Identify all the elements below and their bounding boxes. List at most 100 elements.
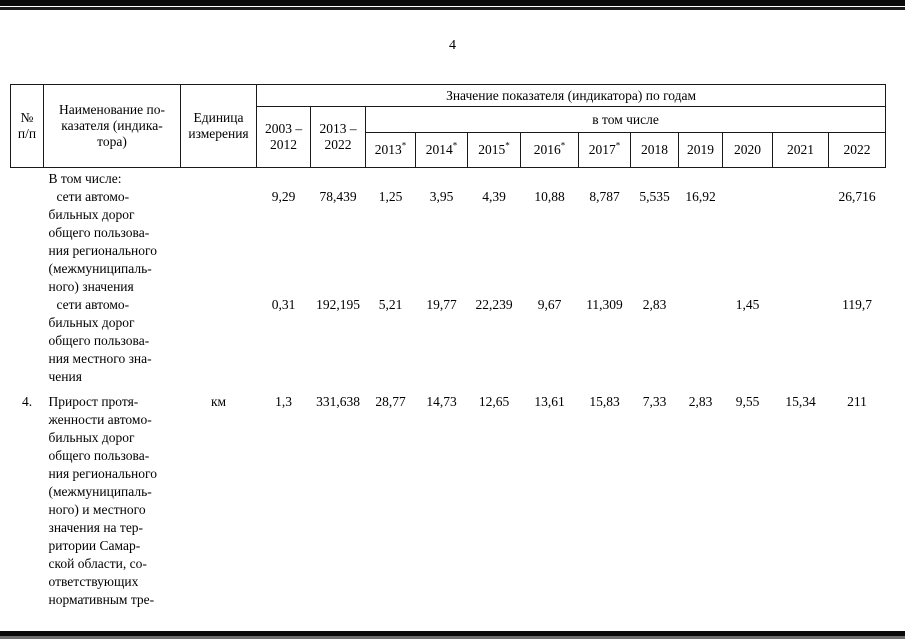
value-cell	[631, 168, 679, 189]
value-cell: 15,83	[589, 394, 620, 409]
row-number-cell: 4.	[21, 394, 33, 409]
year-label: 2016	[533, 142, 561, 157]
unit-cell: км	[210, 394, 227, 409]
table-row: 4. Прирост протя-женности автомо-бильных …	[11, 386, 886, 609]
header-cell-values-title: Значение показателя (индикатора) по года…	[255, 84, 887, 107]
value-cell	[723, 188, 773, 296]
footnote-asterisk: *	[560, 140, 566, 151]
header-name-line: тора)	[97, 134, 127, 149]
year-label: 2014	[425, 142, 453, 157]
indicator-name-line: общего пользова-	[48, 225, 150, 240]
table-body: В том числе: сети автомо-бильных дорог общ…	[11, 168, 886, 610]
header-cell-year: 2016*	[520, 132, 579, 168]
indicator-name-line: значения на тер-	[48, 520, 144, 535]
value-cell: 11,309	[586, 297, 623, 312]
indicator-name-line: бильных дорог	[48, 207, 135, 222]
value-cell: 26,716	[838, 189, 876, 204]
value-cell: 12,65	[478, 394, 510, 409]
value-cell: 78,439	[319, 189, 357, 204]
indicator-name-cell: сети автомо-бильных дорог общего пользова…	[44, 296, 181, 386]
value-cell: 1,45	[735, 297, 760, 312]
value-cell: 2,83	[688, 394, 713, 409]
header-cell-year: 2020	[722, 132, 773, 168]
indicator-table: № п/п Наименование по- казателя (индика-…	[10, 84, 887, 610]
year-label: 2020	[734, 142, 761, 157]
header-cell-year: 2013*	[365, 132, 416, 168]
value-cell: 9,67	[537, 297, 562, 312]
year-label: 2022	[843, 142, 871, 157]
value-cell: 9,29	[271, 189, 296, 204]
year-label: 2015	[478, 142, 506, 157]
header-row-2: 2003 – 2012 2013 – 2022 в том числе	[11, 106, 887, 168]
header-cell-year: 2014*	[415, 132, 468, 168]
scan-artifact-bottom-gray	[0, 636, 905, 639]
indicator-name-line: (межмуниципаль-	[48, 261, 152, 276]
header-cell-year: 2019	[678, 132, 723, 168]
table-row: В том числе:	[11, 168, 886, 189]
value-cell	[257, 168, 311, 189]
value-cell: 8,787	[589, 189, 620, 204]
value-cell: 19,77	[426, 297, 457, 312]
indicator-name-line: Прирост протя-	[48, 394, 139, 409]
value-cell	[829, 168, 886, 189]
footnote-asterisk: *	[401, 140, 407, 151]
scan-artifact-top-thin	[0, 7, 905, 10]
indicator-name-line: ния регионального	[48, 243, 157, 258]
value-cell: 16,92	[685, 189, 716, 204]
year-label: 2021	[787, 142, 814, 157]
footnote-asterisk: *	[505, 140, 510, 151]
indicator-name-line: В том числе:	[48, 171, 122, 186]
unit-cell	[181, 296, 257, 386]
scan-artifact-top	[0, 0, 905, 6]
period-line: 2012	[270, 137, 297, 152]
indicator-name-line: общего пользова-	[48, 448, 150, 463]
value-cell: 1,25	[378, 189, 403, 204]
period-line: 2022	[324, 137, 352, 152]
indicator-name-line: бильных дорог	[48, 430, 135, 445]
header-cell-year: 2022	[827, 132, 887, 168]
footnote-asterisk: *	[615, 140, 621, 151]
header-cell-year: 2015*	[467, 132, 521, 168]
value-cell	[773, 296, 829, 386]
header-unit-line: Единица	[193, 110, 244, 125]
value-cell: 15,34	[785, 394, 816, 409]
row-number-cell	[11, 188, 44, 296]
year-label: 2017	[588, 142, 616, 157]
header-name-line: Наименование по-	[59, 102, 165, 117]
table-row: сети автомо-бильных дорог общего пользова…	[11, 296, 886, 386]
header-cell-including: в том числе	[364, 106, 887, 133]
header-cell-indicator-name: Наименование по- казателя (индика- тора)	[43, 84, 181, 168]
value-cell	[723, 168, 773, 189]
value-cell	[679, 168, 723, 189]
value-cell: 119,7	[842, 297, 872, 312]
header-cell-year: 2017*	[578, 132, 631, 168]
year-label: 2018	[641, 142, 668, 157]
indicator-name-line: общего пользова-	[48, 333, 150, 348]
value-cell: 1,3	[275, 394, 292, 409]
table-row: сети автомо-бильных дорог общего пользова…	[11, 188, 886, 296]
header-num-line: №	[20, 110, 34, 125]
row-number-cell	[11, 296, 44, 386]
value-cell: 4,39	[482, 189, 506, 204]
value-cell: 0,31	[271, 297, 296, 312]
value-cell: 13,61	[534, 394, 565, 409]
value-cell: 331,638	[316, 394, 360, 409]
value-cell: 22,239	[475, 297, 513, 312]
table-header: № п/п Наименование по- казателя (индика-…	[10, 84, 887, 168]
value-cell	[468, 168, 521, 189]
value-cell	[416, 168, 468, 189]
header-row-years: 2013* 2014* 2015* 2016* 2017* 2018 2019 …	[11, 132, 887, 168]
header-num-line: п/п	[17, 126, 37, 141]
header-cell-period-2003-2012: 2003 – 2012	[256, 106, 311, 168]
footnote-asterisk: *	[452, 140, 458, 151]
indicator-name-line: ния регионального	[48, 466, 157, 481]
indicator-name-line: женности автомо-	[48, 412, 152, 427]
period-line: 2003 –	[264, 121, 303, 136]
indicator-name-line: ния местного зна-	[48, 351, 152, 366]
value-cell: 10,88	[534, 189, 565, 204]
value-cell	[773, 188, 829, 296]
value-cell: 192,195	[316, 297, 360, 312]
indicator-name-cell: сети автомо-бильных дорог общего пользова…	[44, 188, 181, 296]
indicator-name-line: ного) значения	[48, 279, 134, 294]
